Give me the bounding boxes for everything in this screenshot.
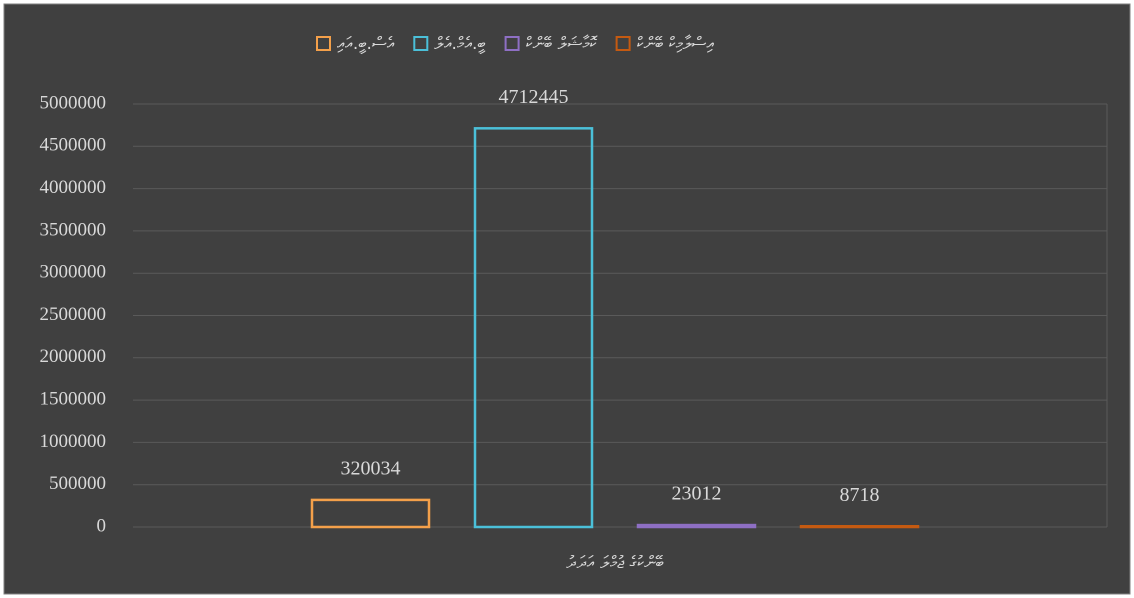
legend-swatch	[615, 36, 631, 51]
legend-label: އެސް.ބީ.އައި	[337, 34, 395, 54]
y-tick-label: 1500000	[40, 388, 107, 409]
bar	[799, 525, 920, 529]
legend-label: އިސްލާމިކް ބޭންކް	[637, 34, 715, 54]
y-tick-label: 500000	[49, 473, 106, 494]
y-tick-label: 4000000	[40, 177, 107, 198]
legend-label: ބީ.އެމް.އެލް	[434, 34, 486, 54]
y-tick-label: 2500000	[40, 304, 107, 325]
value-label: 23012	[672, 483, 722, 505]
y-tick-label: 1000000	[40, 431, 107, 452]
value-label: 8718	[840, 484, 880, 506]
y-tick-label: 2000000	[40, 346, 107, 367]
bar	[473, 127, 594, 529]
y-tick-label: 0	[97, 515, 107, 536]
y-tick-label: 3500000	[40, 219, 107, 240]
y-tick-label: 5000000	[40, 92, 107, 113]
y-tick-label: 4500000	[40, 135, 107, 156]
legend-swatch	[413, 36, 429, 51]
bar	[636, 523, 757, 529]
bar	[310, 498, 431, 529]
legend-swatch	[504, 36, 520, 51]
legend-swatch	[316, 36, 331, 51]
legend-label: ކޮމާޝަލް ބޭންކް	[526, 34, 598, 54]
value-label: 4712445	[499, 86, 569, 108]
chart-background	[3, 3, 1131, 595]
value-label: 320034	[341, 458, 401, 480]
x-category-label: ބޭންކުގެ ޖުމްލަ އަދަދު	[566, 553, 664, 573]
y-tick-label: 3000000	[40, 262, 107, 283]
